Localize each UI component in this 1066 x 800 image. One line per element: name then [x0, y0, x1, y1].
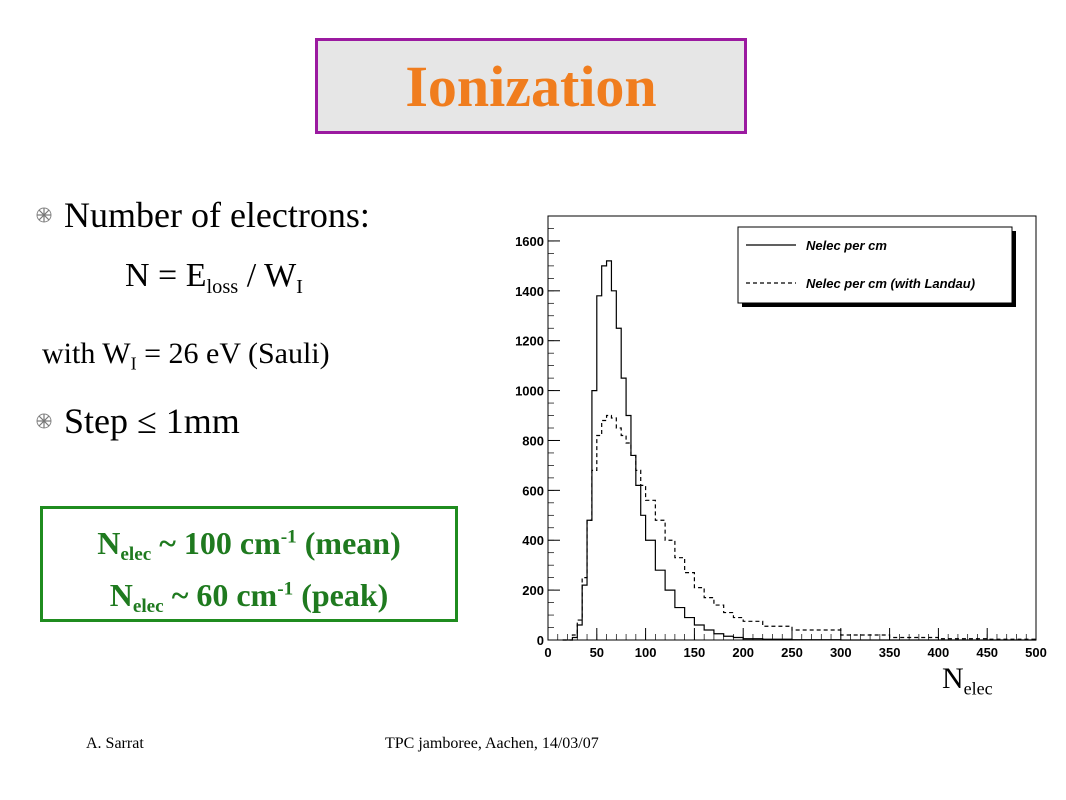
x-tick-label: 50 [590, 645, 604, 660]
y-tick-label: 1600 [515, 234, 544, 249]
footer-author: A. Sarrat [86, 735, 144, 752]
x-tick-label: 400 [928, 645, 950, 660]
x-tick-label: 150 [684, 645, 706, 660]
result-line-mean: Nelec ~ 100 cm-1 (mean) [97, 525, 401, 565]
x-tick-label: 500 [1025, 645, 1047, 660]
bullet-icon [36, 207, 52, 223]
legend-label-1: Nelec per cm [806, 238, 887, 253]
y-tick-label: 1200 [515, 334, 544, 349]
y-tick-label: 1400 [515, 284, 544, 299]
y-tick-label: 200 [522, 583, 544, 598]
footer-event: TPC jamboree, Aachen, 14/03/07 [385, 735, 599, 752]
y-tick-label: 0 [537, 633, 544, 648]
bullet-icon [36, 413, 52, 429]
result-box: Nelec ~ 100 cm-1 (mean) Nelec ~ 60 cm-1 … [40, 506, 458, 622]
bullet-number-of-electrons: Number of electrons: [36, 194, 370, 236]
legend-label-2: Nelec per cm (with Landau) [806, 276, 975, 291]
with-line: with WI = 26 eV (Sauli) [42, 337, 330, 374]
result-line-peak: Nelec ~ 60 cm-1 (peak) [109, 576, 389, 617]
x-tick-label: 450 [976, 645, 998, 660]
bullet-step: Step ≤ 1mm [36, 400, 240, 442]
legend-box [737, 226, 1013, 304]
series-line-1 [562, 260, 1036, 641]
y-tick-label: 400 [522, 533, 544, 548]
bullet-text: Step ≤ 1mm [64, 401, 240, 441]
x-tick-label: 0 [544, 645, 551, 660]
histogram-chart: 0 200 400 600 800 1000 1200 1400 1600 0 50 100 150 20… [515, 215, 1047, 660]
y-tick-label: 800 [522, 433, 544, 448]
series-line-2 [562, 414, 1037, 641]
x-tick-label: 300 [830, 645, 852, 660]
x-axis-label: Nelec [942, 662, 993, 699]
x-tick-label: 200 [732, 645, 754, 660]
page-title: Ionization [405, 53, 657, 119]
bullet-text: Number of electrons: [64, 195, 370, 235]
title-box: Ionization [315, 38, 747, 134]
formula: N = Eloss / WI [125, 257, 303, 299]
x-tick-label: 250 [781, 645, 803, 660]
x-tick-label: 350 [879, 645, 901, 660]
x-tick-label: 100 [635, 645, 657, 660]
y-tick-label: 1000 [515, 384, 544, 399]
y-tick-label: 600 [522, 483, 544, 498]
